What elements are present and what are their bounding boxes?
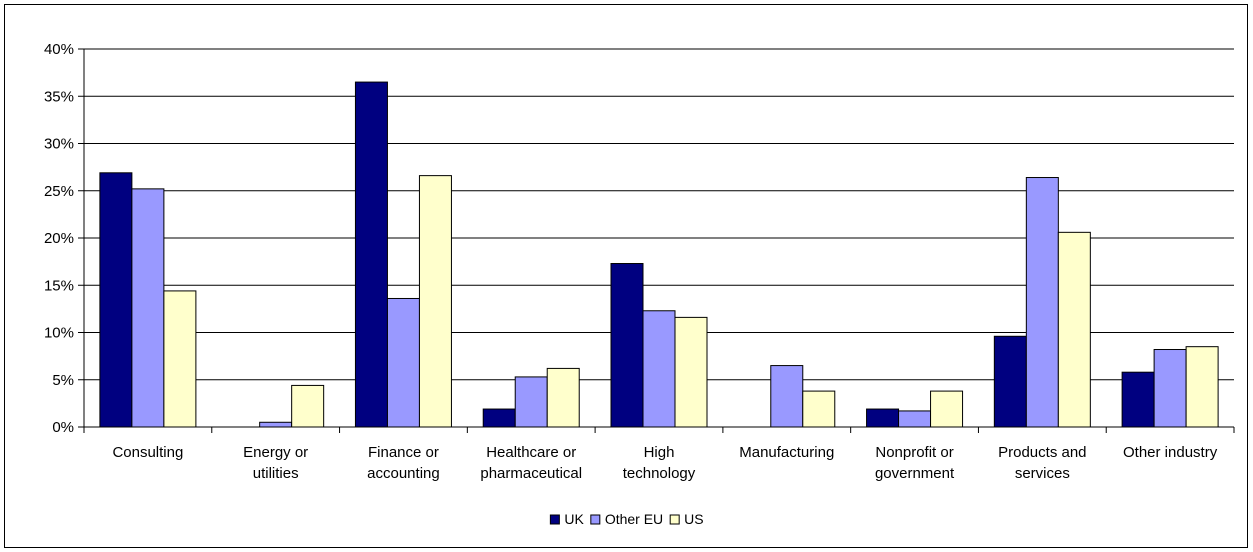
legend-swatch-uk	[549, 514, 560, 525]
legend-label-us: US	[684, 511, 703, 527]
bar-other-eu	[1153, 349, 1187, 428]
y-tick-label: 10%	[44, 325, 74, 342]
bar-other-eu	[770, 365, 804, 428]
bar-chart: 0% 5% 10% 15% 20% 25% 30% 35% 40% Consulting Ener…	[44, 41, 1235, 527]
y-tick-label: 0%	[52, 419, 74, 436]
gridlines	[84, 48, 1234, 381]
bar-us	[418, 175, 452, 428]
bar-us	[1057, 231, 1091, 428]
y-tick-label: 30%	[44, 136, 74, 153]
bar-uk	[354, 81, 388, 428]
y-tick-label: 20%	[44, 230, 74, 247]
bar-uk	[866, 408, 900, 428]
x-category-label: Manufacturing	[739, 444, 834, 461]
bar-other-eu	[131, 188, 165, 428]
y-tick-label: 5%	[52, 372, 74, 389]
bar-uk	[482, 408, 516, 428]
bars	[99, 81, 1219, 428]
bar-us	[930, 390, 964, 428]
y-tick-label: 25%	[44, 183, 74, 200]
legend: UK Other EU US	[549, 511, 704, 527]
x-category-label: Products and services	[998, 444, 1086, 482]
y-tick-labels: 0% 5% 10% 15% 20% 25% 30% 35% 40%	[44, 41, 74, 436]
legend-swatch-us	[669, 514, 680, 525]
axes	[78, 48, 1235, 433]
y-tick-label: 35%	[44, 88, 74, 105]
bar-us	[674, 316, 708, 428]
bar-uk	[993, 335, 1027, 428]
y-tick-label: 40%	[44, 41, 74, 58]
x-category-label: Healthcare or pharmaceutical	[480, 444, 582, 482]
y-tick-label: 15%	[44, 277, 74, 294]
bar-other-eu	[1025, 177, 1059, 428]
bar-uk	[610, 263, 644, 428]
x-category-label: High technology	[623, 444, 696, 482]
bar-other-eu	[259, 421, 293, 428]
chart-area: 0% 5% 10% 15% 20% 25% 30% 35% 40% Consulting Ener…	[4, 4, 1248, 548]
x-category-label: Energy or utilities	[243, 444, 308, 482]
bar-us	[1185, 346, 1219, 428]
legend-label-other-eu: Other EU	[605, 511, 663, 527]
legend-label-uk: UK	[564, 511, 584, 527]
bar-uk	[1121, 371, 1155, 428]
x-category-label: Consulting	[112, 444, 183, 461]
legend-swatch-other-eu	[590, 514, 601, 525]
bar-other-eu	[514, 376, 548, 428]
bar-other-eu	[642, 310, 676, 428]
bar-us	[546, 367, 580, 428]
category-labels: Consulting Energy or utilities Finance or ac…	[112, 444, 1217, 482]
x-category-label: Other industry	[1123, 444, 1218, 461]
x-category-label: Nonprofit or government	[875, 444, 955, 482]
bar-uk	[99, 172, 133, 428]
bar-other-eu	[386, 297, 420, 428]
bar-other-eu	[898, 410, 932, 428]
bar-us	[291, 384, 325, 428]
x-category-label: Finance or accounting	[367, 444, 440, 482]
bar-us	[163, 290, 197, 428]
bar-us	[802, 390, 836, 428]
